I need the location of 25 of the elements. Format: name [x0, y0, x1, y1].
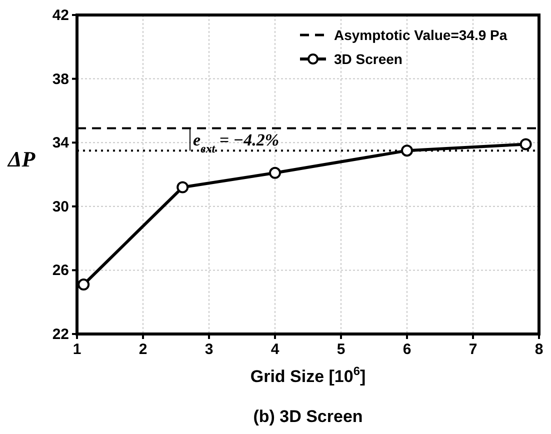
- x-axis-title: Grid Size [10$^{6}$]: [250, 364, 366, 386]
- y-axis-title: ΔP: [7, 146, 36, 172]
- y-tick-label: 22: [52, 326, 69, 343]
- y-tick-label: 38: [52, 70, 69, 88]
- annotation: e$_{ext}$ = −4.2%: [193, 130, 279, 156]
- point: [401, 144, 413, 157]
- x-tick-label: 8: [534, 341, 544, 358]
- point: [269, 166, 281, 179]
- x-tick-label: 5: [336, 341, 346, 358]
- legend-label: 3D Screen: [334, 51, 402, 67]
- y-tick-label: 30: [52, 198, 69, 216]
- legend-label: Asymptotic Value=34.9 Pa: [334, 27, 508, 43]
- x-tick-label: 2: [138, 341, 148, 358]
- y-tick-label: 34: [52, 134, 70, 152]
- text: (b) 3D Screen: [253, 407, 363, 426]
- point: [78, 278, 90, 291]
- point: [176, 181, 189, 194]
- x-tick-label: 3: [204, 341, 214, 358]
- y-tick-label: 26: [52, 262, 69, 280]
- x-tick-label: 4: [270, 341, 280, 358]
- x-tick-label: 1: [72, 341, 82, 358]
- x-tick-label: 7: [468, 341, 478, 358]
- y-tick-label: 42: [52, 7, 69, 24]
- x-tick-label: 6: [402, 341, 412, 358]
- point: [520, 138, 532, 150]
